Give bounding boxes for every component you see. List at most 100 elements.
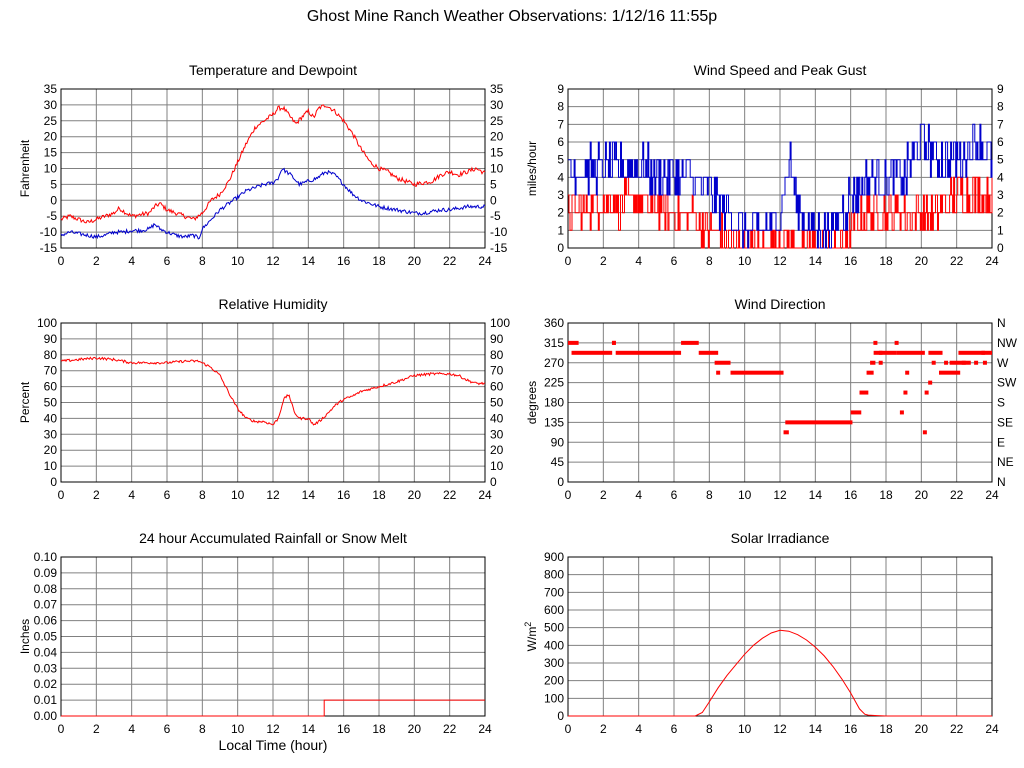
direction-segment bbox=[785, 420, 853, 425]
y-tick-label: 0.04 bbox=[34, 645, 58, 659]
direction-point bbox=[905, 370, 910, 375]
x-tick-label: 18 bbox=[372, 722, 386, 736]
x-tick-label: 18 bbox=[879, 722, 893, 736]
x-tick-label: 14 bbox=[809, 722, 823, 736]
y-tick-label: 135 bbox=[544, 415, 564, 429]
y-tick-label: 5 bbox=[557, 153, 564, 167]
x-tick-label: 16 bbox=[337, 488, 351, 502]
x-tick-label: 2 bbox=[93, 722, 100, 736]
y-tick-label: 0.03 bbox=[34, 661, 58, 675]
x-tick-label: 20 bbox=[408, 722, 422, 736]
y-tick-label: 100 bbox=[544, 691, 564, 705]
x-tick-label: 2 bbox=[600, 488, 607, 502]
right-y-tick-label: 7 bbox=[997, 117, 1004, 131]
y-tick-label: 30 bbox=[44, 427, 58, 441]
right-y-tick-label: SW bbox=[997, 376, 1017, 390]
rainfall-chart: 24 hour Accumulated Rainfall or Snow Mel… bbox=[18, 530, 492, 753]
x-tick-label: 24 bbox=[478, 488, 492, 502]
x-tick-label: 16 bbox=[337, 254, 351, 268]
x-tick-label: 6 bbox=[164, 488, 171, 502]
x-tick-label: 24 bbox=[985, 488, 999, 502]
y-tick-label: 700 bbox=[544, 585, 564, 599]
y-tick-label: 100 bbox=[37, 316, 57, 330]
x-tick-label: 14 bbox=[302, 488, 316, 502]
plot-frame bbox=[60, 88, 486, 249]
x-tick-label: 0 bbox=[58, 488, 65, 502]
x-tick-label: 8 bbox=[199, 488, 206, 502]
y-tick-label: 1 bbox=[557, 223, 564, 237]
y-tick-label: 10 bbox=[44, 459, 58, 473]
x-tick-label: 10 bbox=[738, 722, 752, 736]
right-y-tick-label: 5 bbox=[490, 177, 497, 191]
y-tick-label: 0.08 bbox=[34, 582, 58, 596]
plot-frame bbox=[567, 322, 993, 483]
y-tick-label: 2 bbox=[557, 206, 564, 220]
y-tick-label: 25 bbox=[44, 114, 58, 128]
right-y-tick-label: 15 bbox=[490, 146, 504, 160]
x-tick-label: 22 bbox=[443, 722, 457, 736]
direction-segment bbox=[896, 350, 925, 355]
direction-point bbox=[899, 410, 904, 415]
y-tick-label: 0.06 bbox=[34, 614, 58, 628]
x-tick-label: 2 bbox=[93, 254, 100, 268]
y-axis-label: W/m2 bbox=[523, 622, 539, 652]
y-tick-label: -15 bbox=[40, 241, 58, 255]
right-y-tick-label: S bbox=[997, 396, 1005, 410]
series-line-0 bbox=[568, 629, 992, 717]
y-tick-label: 0.10 bbox=[34, 550, 58, 564]
right-y-tick-label: 8 bbox=[997, 100, 1004, 114]
right-y-tick-label: 5 bbox=[997, 153, 1004, 167]
right-y-tick-label: 20 bbox=[490, 443, 504, 457]
chart-title: Solar Irradiance bbox=[731, 530, 830, 546]
x-tick-label: 16 bbox=[337, 722, 351, 736]
y-tick-label: 0.07 bbox=[34, 598, 58, 612]
y-tick-label: 400 bbox=[544, 638, 564, 652]
x-tick-label: 10 bbox=[231, 488, 245, 502]
direction-segment bbox=[981, 350, 992, 355]
direction-point bbox=[873, 340, 878, 345]
y-axis-label: miles/hour bbox=[525, 141, 539, 196]
direction-segment bbox=[730, 370, 784, 375]
x-tick-label: 24 bbox=[985, 254, 999, 268]
x-tick-label: 20 bbox=[915, 254, 929, 268]
chart-title: Temperature and Dewpoint bbox=[189, 62, 357, 78]
right-y-tick-label: 70 bbox=[490, 364, 504, 378]
x-tick-label: 22 bbox=[950, 488, 964, 502]
right-y-tick-label: 6 bbox=[997, 135, 1004, 149]
y-tick-label: 225 bbox=[544, 376, 564, 390]
series-line-1 bbox=[568, 123, 993, 249]
direction-segment bbox=[714, 360, 731, 365]
series-line-0 bbox=[568, 176, 993, 249]
x-tick-label: 12 bbox=[266, 722, 280, 736]
right-y-tick-label: E bbox=[997, 435, 1005, 449]
y-tick-label: -5 bbox=[46, 209, 57, 223]
y-tick-label: 180 bbox=[544, 396, 564, 410]
right-y-tick-label: 30 bbox=[490, 98, 504, 112]
right-y-tick-label: 50 bbox=[490, 396, 504, 410]
chart-title: Wind Speed and Peak Gust bbox=[694, 62, 867, 78]
x-tick-label: 14 bbox=[302, 254, 316, 268]
y-tick-label: 4 bbox=[557, 170, 564, 184]
x-tick-label: 4 bbox=[128, 488, 135, 502]
x-tick-label: 20 bbox=[915, 722, 929, 736]
x-axis-label: Local Time (hour) bbox=[219, 737, 328, 753]
x-tick-label: 0 bbox=[58, 254, 65, 268]
direction-segment bbox=[571, 350, 613, 355]
right-y-tick-label: NW bbox=[997, 336, 1018, 350]
x-tick-label: 2 bbox=[600, 254, 607, 268]
y-tick-label: 0.02 bbox=[34, 677, 58, 691]
y-tick-label: 40 bbox=[44, 411, 58, 425]
right-y-tick-label: NE bbox=[997, 455, 1014, 469]
x-tick-label: 8 bbox=[199, 254, 206, 268]
y-tick-label: 45 bbox=[551, 455, 565, 469]
y-tick-label: 0.00 bbox=[34, 709, 58, 723]
x-tick-label: 20 bbox=[408, 254, 422, 268]
direction-segment bbox=[850, 410, 862, 415]
direction-point bbox=[922, 430, 927, 435]
x-tick-label: 8 bbox=[706, 722, 713, 736]
series-line-0 bbox=[61, 699, 485, 717]
direction-point bbox=[928, 380, 933, 385]
right-y-tick-label: 0 bbox=[490, 475, 497, 489]
